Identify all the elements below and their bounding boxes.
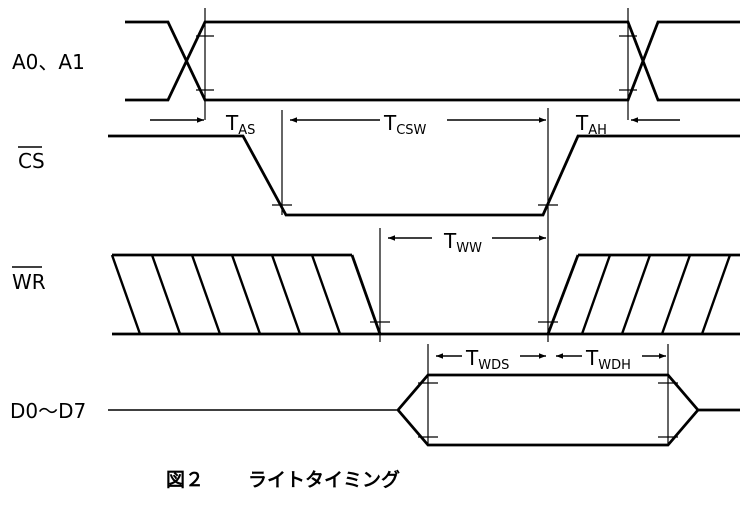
twds-label: TWDS xyxy=(465,346,509,373)
signal-label-cs: CS xyxy=(18,149,45,173)
twdh-label: TWDH xyxy=(585,346,631,373)
tcsw-label: TCSW xyxy=(383,111,427,138)
a0-a1-edge-markers xyxy=(196,8,637,120)
tww-label: TWW xyxy=(443,229,482,256)
signal-label-wr: WR xyxy=(12,270,46,294)
twdh-dimension xyxy=(556,344,669,445)
signal-label-d0-d7: D0～D7 xyxy=(10,399,86,423)
wr-hatch-right xyxy=(580,254,732,335)
figure-number: 図２ xyxy=(166,469,204,491)
tcsw-dimension xyxy=(281,108,549,342)
tas-label: TAS xyxy=(225,111,255,138)
d0-d7-edge-markers xyxy=(418,382,678,438)
a0-a1-waveform xyxy=(125,20,740,102)
twds-dimension xyxy=(427,344,546,445)
signal-label-a0-a1: A0、A1 xyxy=(12,50,85,74)
tah-label: TAH xyxy=(575,111,607,138)
tww-dimension xyxy=(379,228,546,342)
figure-title: ライトタイミング xyxy=(248,468,400,491)
cs-waveform xyxy=(108,134,740,217)
wr-hatch-left xyxy=(110,254,342,335)
d0-d7-waveform xyxy=(108,373,740,447)
